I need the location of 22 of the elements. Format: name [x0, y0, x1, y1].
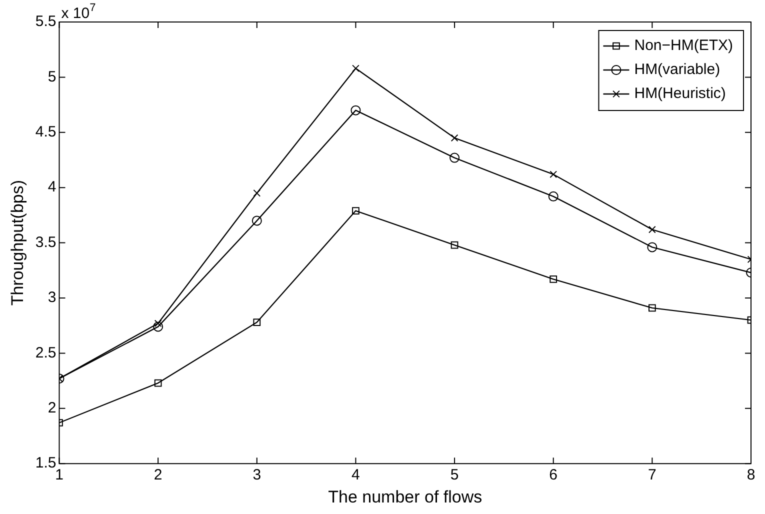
y-tick-label: 4.5 [35, 124, 56, 141]
x-tick-label: 8 [746, 466, 756, 484]
legend-label: HM(variable) [634, 61, 720, 78]
x-tick-label: 4 [352, 466, 360, 484]
x-tick-label: 2 [154, 466, 162, 484]
x-tick-label: 7 [648, 466, 656, 484]
y-tick-label: 1.5 [35, 454, 56, 472]
y-tick-label: 3 [48, 289, 56, 306]
y-tick-label: 3.5 [35, 234, 56, 251]
x-tick-label: 3 [252, 466, 262, 484]
y-tick-label: 5.5 [35, 13, 56, 30]
x-tick-label: 5 [450, 466, 459, 484]
y-axis-title: Throughput(bps) [8, 180, 27, 306]
legend-label: HM(Heuristic) [634, 85, 726, 102]
y-tick-label: 2.5 [35, 344, 56, 362]
x-axis-title: The number of flows [328, 487, 482, 506]
x-tick-label: 1 [55, 466, 64, 484]
y-tick-label: 2 [48, 400, 56, 417]
y-tick-label: 4 [48, 178, 56, 196]
x-tick-label: 6 [549, 466, 558, 484]
legend-label: Non−HM(ETX) [634, 37, 734, 54]
y-tick-label: 5 [48, 68, 56, 86]
